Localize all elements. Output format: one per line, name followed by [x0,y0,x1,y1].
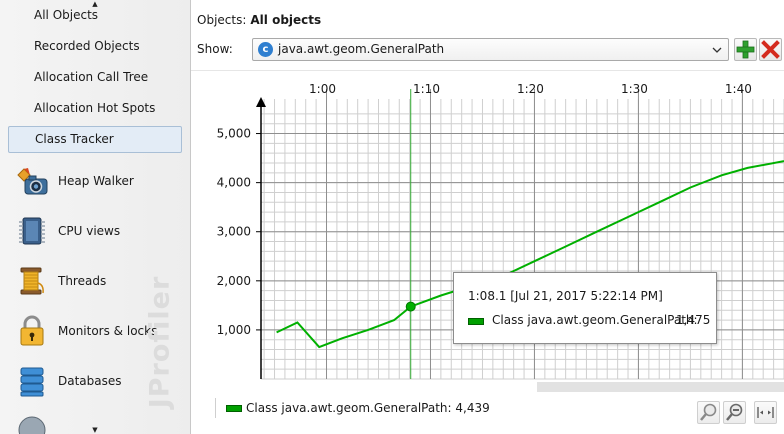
y-axis-arrow-icon [256,97,266,107]
plus-icon [736,40,755,59]
sidebar: ▲ All Objects Recorded Objects Allocatio… [0,0,191,434]
sidebar-view-monitors-locks[interactable]: Monitors & locks [0,311,190,351]
zoom-out-button[interactable] [723,401,746,424]
sidebar-view-label: Databases [58,374,122,388]
objects-value: All objects [250,13,322,27]
cursor-point-marker [405,301,416,312]
remove-class-button[interactable] [759,38,782,61]
x-tick-label: 1:20 [517,82,544,96]
sidebar-view-label: Heap Walker [58,174,134,188]
jprofiler-watermark: JProfiler [144,275,176,409]
sidebar-view-label: Monitors & locks [58,324,158,338]
show-row: Show: c java.awt.geom.GeneralPath [197,38,782,62]
y-tick-label: 3,000 [217,225,251,239]
x-tick-label: 1:10 [413,82,440,96]
sidebar-item-recorded-objects[interactable]: Recorded Objects [34,39,140,53]
zoom-out-icon [726,403,743,421]
y-tick-label: 1,000 [217,323,251,337]
objects-label: Objects: [197,13,247,27]
fit-width-button[interactable] [754,401,777,424]
fit-width-icon [757,407,774,418]
chart-tooltip: 1:08.1 [Jul 21, 2017 5:22:14 PM] Class j… [453,272,717,344]
y-tick-label: 5,000 [217,127,251,141]
sidebar-scroll-down-arrow[interactable]: ▼ [92,426,98,434]
sidebar-view-heap-walker[interactable]: Heap Walker [0,161,190,201]
sidebar-item-all-objects[interactable]: All Objects [34,8,99,22]
sidebar-item-allocation-call-tree[interactable]: Allocation Call Tree [34,70,149,84]
x-tick-label: 1:00 [309,82,336,96]
sidebar-view-databases[interactable]: Databases [0,361,190,401]
main-panel: Objects: All objects Show: c java.awt.geo… [191,0,784,434]
y-tick-label: 2,000 [217,274,251,288]
add-class-button[interactable] [734,38,757,61]
x-tick-label: 1:30 [621,82,648,96]
class-c-icon: c [258,42,273,57]
show-label: Show: [197,42,233,56]
cpu-chip-icon [19,217,45,245]
sidebar-item-class-tracker[interactable]: Class Tracker [8,126,182,153]
y-tick-label: 4,000 [217,176,251,190]
chart-horizontal-scrollbar[interactable] [537,382,784,392]
sidebar-view-threads[interactable]: Threads [0,261,190,301]
tooltip-time: 1:08.1 [Jul 21, 2017 5:22:14 PM] [468,289,663,303]
padlock-icon [20,315,44,346]
class-select-dropdown[interactable]: c java.awt.geom.GeneralPath [252,38,729,61]
red-x-icon [761,40,780,59]
chart-legend: Class java.awt.geom.GeneralPath: 4,439 [215,398,490,418]
class-select-value: java.awt.geom.GeneralPath [278,42,445,56]
chart-svg: 1:00 1:10 1:20 1:30 1:40 1,000 2,000 3,000 4,00… [217,82,784,380]
threads-spool-icon [20,267,44,295]
zoom-in-icon [700,403,717,421]
sidebar-item-allocation-hot-spots[interactable]: Allocation Hot Spots [34,101,156,115]
tooltip-series-swatch [468,318,484,325]
zoom-in-button[interactable] [697,401,720,424]
database-icon [20,367,44,397]
x-tick-label: 1:40 [725,82,752,96]
sidebar-scroll-up-arrow[interactable]: ▲ [92,0,98,8]
chevron-down-icon [712,47,722,53]
tooltip-series-name: Class java.awt.geom.GeneralPath: [492,313,698,327]
objects-row: Objects: All objects [197,13,321,31]
legend-text: Class java.awt.geom.GeneralPath: 4,439 [246,401,490,415]
tooltip-value: 1,475 [676,313,711,327]
legend-swatch [226,405,242,412]
sidebar-view-label: CPU views [58,224,121,238]
next-view-partial-icon [18,416,46,434]
sidebar-view-label: Threads [58,274,107,288]
heap-walker-icon [17,168,48,195]
sidebar-view-cpu-views[interactable]: CPU views [0,211,190,251]
